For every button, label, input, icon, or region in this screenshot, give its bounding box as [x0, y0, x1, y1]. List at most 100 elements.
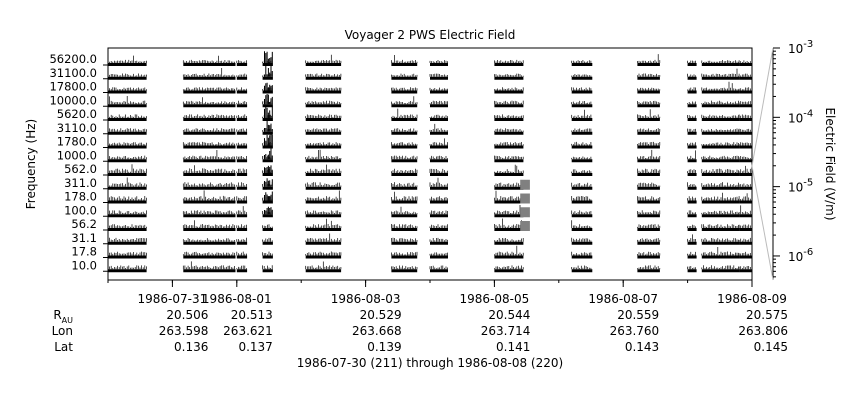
- channel-spikes: [391, 237, 418, 242]
- channel-spikes: [305, 54, 342, 63]
- channel-baseline: [262, 228, 273, 231]
- channel-spikes: [637, 210, 661, 215]
- channel-spikes: [637, 141, 661, 146]
- channel-baseline: [262, 63, 273, 66]
- channel-baseline: [637, 104, 660, 108]
- channel-spikes: [738, 251, 753, 256]
- channel-baseline: [637, 131, 660, 135]
- burst-spikes: [264, 106, 273, 118]
- colorbar-connector: [751, 47, 774, 167]
- channel-baseline: [687, 186, 697, 190]
- channel-baseline: [687, 200, 697, 204]
- channel-baseline: [701, 159, 740, 163]
- channel-spikes: [391, 251, 418, 256]
- channel-spikes: [391, 55, 418, 63]
- channel-spikes: [738, 155, 753, 160]
- frequency-tick-label: 5620.0: [57, 107, 97, 121]
- burst-spikes: [264, 191, 273, 201]
- channel-spikes: [637, 196, 661, 201]
- channel-spikes: [305, 218, 342, 228]
- channel-baseline: [571, 145, 593, 149]
- channel-baseline: [701, 173, 740, 176]
- channel-baseline: [183, 63, 236, 66]
- channel-baseline: [687, 118, 697, 121]
- channel-baseline: [391, 90, 418, 94]
- channel-baseline: [637, 214, 660, 218]
- channel-baseline: [391, 228, 418, 231]
- channel-baseline: [183, 118, 236, 121]
- channel-spikes: [571, 100, 592, 105]
- channel-baseline: [108, 118, 147, 121]
- channel-baseline: [430, 186, 448, 190]
- channel-spikes: [107, 237, 147, 242]
- plot-frame: [107, 47, 753, 281]
- channel-spikes: [182, 55, 235, 63]
- channel-spikes: [701, 237, 739, 242]
- channel-row: [107, 233, 753, 245]
- channel-spikes: [182, 97, 235, 105]
- channel-spikes: [236, 265, 247, 270]
- channel-spikes: [637, 237, 661, 242]
- channel-baseline: [430, 118, 448, 121]
- ephemeris-value: 20.506: [166, 308, 208, 322]
- channel-spikes: [429, 177, 448, 187]
- channel-baseline: [739, 186, 752, 190]
- channel-spikes: [637, 251, 661, 256]
- channel-spikes: [305, 114, 342, 118]
- channel-spikes: [305, 73, 342, 77]
- channel-spikes: [305, 233, 342, 242]
- channel-spikes: [429, 73, 448, 77]
- channel-spikes: [182, 220, 235, 228]
- channel-baseline: [305, 214, 342, 218]
- channel-spikes: [687, 169, 696, 173]
- channel-baseline: [262, 186, 273, 190]
- channel-spikes: [305, 87, 342, 91]
- channel-baseline: [183, 214, 236, 218]
- channel-spikes: [571, 182, 592, 187]
- channel-baseline: [637, 241, 660, 245]
- frequency-tick-label: 17.8: [71, 245, 97, 259]
- plot-area: [107, 51, 753, 273]
- channel-spikes: [391, 142, 418, 146]
- time-tick-label: 1986-08-03: [331, 292, 401, 306]
- channel-spikes: [637, 168, 661, 173]
- channel-baseline: [183, 76, 236, 80]
- channel-spikes: [429, 138, 448, 146]
- frequency-tick-label: 56.2: [71, 217, 97, 231]
- channel-spikes: [305, 190, 342, 201]
- channel-baseline: [637, 173, 660, 176]
- channel-baseline: [305, 145, 342, 149]
- channel-spikes: [182, 87, 235, 91]
- channel-spikes: [391, 224, 418, 228]
- channel-baseline: [262, 159, 273, 163]
- channel-baseline: [494, 159, 524, 163]
- channel-baseline: [183, 228, 236, 231]
- channel-spikes: [305, 261, 342, 270]
- channel-spikes: [494, 73, 524, 77]
- channel-baseline: [494, 90, 524, 94]
- channel-baseline: [637, 118, 660, 121]
- burst-spikes: [264, 64, 273, 77]
- channel-spikes: [236, 128, 247, 132]
- channel-baseline: [739, 131, 752, 135]
- channel-baseline: [262, 118, 273, 121]
- channel-baseline: [739, 118, 752, 121]
- channel-baseline: [701, 214, 740, 218]
- channel-row: [107, 245, 753, 259]
- channel-baseline: [739, 145, 752, 149]
- channel-baseline: [262, 173, 273, 176]
- channel-baseline: [571, 173, 593, 176]
- channel-spikes: [236, 168, 247, 173]
- channel-baseline: [637, 159, 660, 163]
- channel-baseline: [108, 131, 147, 135]
- channel-baseline: [494, 200, 524, 204]
- channel-spikes: [391, 128, 418, 132]
- ephemeris-value: 0.141: [496, 340, 530, 354]
- channel-spikes: [494, 155, 524, 160]
- channel-baseline: [391, 269, 418, 273]
- channel-spikes: [391, 191, 418, 201]
- channel-baseline: [305, 76, 342, 80]
- channel-baseline: [262, 145, 273, 149]
- channel-baseline: [262, 269, 273, 273]
- channel-spikes: [571, 141, 592, 146]
